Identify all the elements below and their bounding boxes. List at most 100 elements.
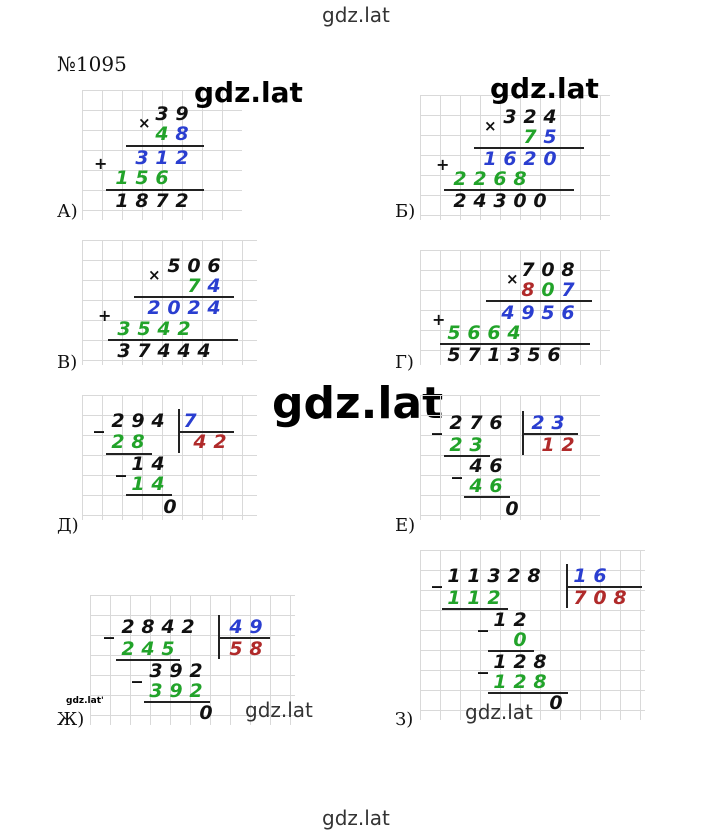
digit: 9: [249, 616, 263, 638]
digit: 5: [229, 638, 243, 660]
digit: 8: [249, 638, 263, 660]
digit: 2: [487, 587, 501, 609]
digit: 2: [121, 616, 135, 638]
digit: 5: [135, 167, 149, 189]
digit: 3: [507, 344, 521, 365]
multiply-sign: ×: [484, 117, 497, 135]
digit: 6: [493, 168, 507, 190]
digit: 0: [513, 629, 527, 651]
digit: 2: [449, 412, 463, 434]
multiply-sign: ×: [148, 266, 161, 284]
minus-sign: _: [132, 659, 142, 683]
digit: 2: [513, 671, 527, 693]
digit: 7: [467, 344, 481, 365]
label-z: З): [395, 709, 414, 730]
label-d: Д): [57, 515, 79, 536]
rule-line: [474, 147, 584, 149]
digit: 7: [523, 126, 537, 148]
grid-paper: [82, 240, 257, 365]
digit: 2: [449, 434, 463, 456]
digit: 2: [523, 148, 537, 170]
digit: 5: [167, 255, 181, 277]
digit: 6: [503, 148, 517, 170]
minus-sign: _: [104, 615, 114, 639]
watermark-right-overlay: gdz.lat: [490, 72, 599, 105]
grid-paper: [420, 550, 645, 720]
digit: 1: [493, 671, 507, 693]
digit: 2: [189, 660, 203, 682]
digit: 4: [151, 473, 165, 495]
digit: 4: [229, 616, 243, 638]
digit: 1: [483, 148, 497, 170]
multiply-sign: ×: [506, 270, 519, 288]
digit: 6: [207, 255, 221, 277]
digit: 2: [181, 616, 195, 638]
digit: 1: [541, 434, 555, 456]
digit: 7: [137, 340, 151, 362]
digit: 2: [507, 565, 521, 587]
digit: 1: [447, 565, 461, 587]
rule-line: [108, 339, 238, 341]
digit: 2: [187, 297, 201, 319]
rule-line: [126, 494, 172, 496]
digit: 0: [549, 692, 563, 714]
digit: 3: [149, 680, 163, 702]
digit: 8: [135, 190, 149, 212]
rule-line: [106, 189, 204, 191]
digit: 2: [189, 680, 203, 702]
digit: 4: [507, 322, 521, 344]
digit: 7: [561, 279, 575, 301]
label-e: Е): [395, 515, 416, 536]
digit: 0: [593, 587, 607, 609]
digit: 4: [155, 123, 169, 145]
watermark-left-overlay: gdz.lat: [194, 76, 303, 109]
digit: 7: [155, 190, 169, 212]
digit: 8: [521, 279, 535, 301]
digit: 9: [131, 410, 145, 432]
plus-sign: +: [94, 154, 108, 173]
digit: 4: [207, 275, 221, 297]
digit: 6: [487, 322, 501, 344]
rule-line: [218, 637, 270, 639]
digit: 5: [447, 344, 461, 365]
digit: 2: [111, 410, 125, 432]
digit: 2: [111, 431, 125, 453]
plus-sign: +: [432, 310, 446, 329]
rule-line: [106, 453, 152, 455]
label-g: Г): [395, 352, 414, 373]
digit: 3: [149, 660, 163, 682]
digit: 4: [157, 340, 171, 362]
digit: 5: [447, 322, 461, 344]
label-zh: Ж): [57, 709, 85, 730]
rule-line: [178, 431, 234, 433]
digit: 2: [513, 651, 527, 673]
digit: 4: [193, 431, 207, 453]
digit: 4: [177, 340, 191, 362]
digit: 1: [447, 587, 461, 609]
minus-sign: _: [478, 608, 488, 632]
watermark-bottom: gdz.lat: [322, 806, 390, 830]
digit: 7: [573, 587, 587, 609]
digit: 0: [505, 498, 519, 520]
digit: 2: [513, 609, 527, 631]
digit: 5: [527, 344, 541, 365]
digit: 1: [155, 147, 169, 169]
rule-line: [566, 586, 642, 588]
digit: 3: [135, 147, 149, 169]
digit: 2: [473, 168, 487, 190]
digit: 5: [161, 638, 175, 660]
rule-line: [116, 659, 180, 661]
digit: 4: [161, 616, 175, 638]
digit: 6: [593, 565, 607, 587]
digit: 4: [469, 455, 483, 477]
digit: 2: [175, 147, 189, 169]
rule-line: [126, 145, 204, 147]
digit: 1: [131, 473, 145, 495]
digit: 4: [469, 475, 483, 497]
digit: 1: [467, 587, 481, 609]
digit: 8: [561, 259, 575, 281]
digit: 8: [533, 671, 547, 693]
